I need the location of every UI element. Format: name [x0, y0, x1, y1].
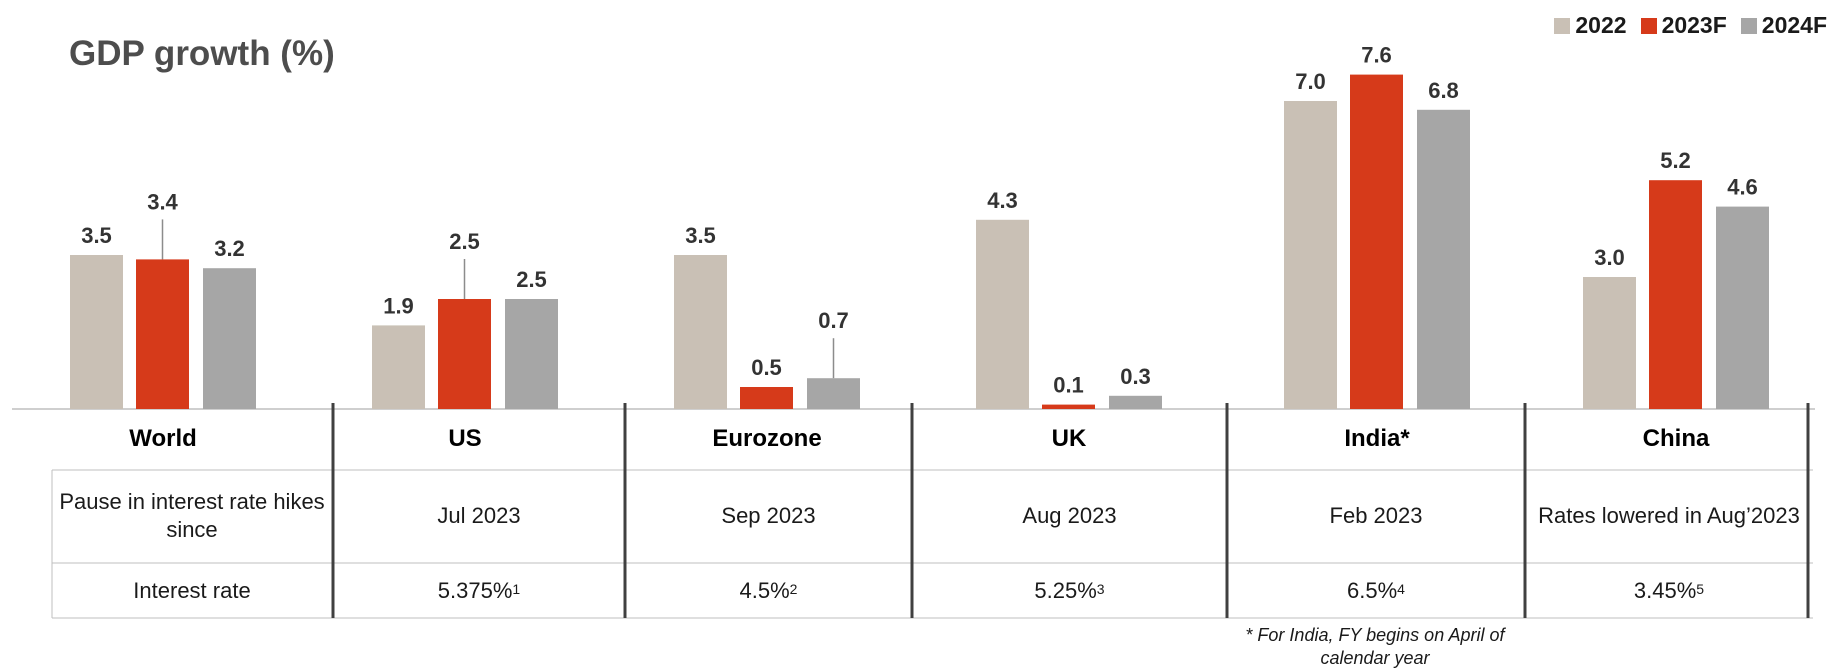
legend-swatch-2024f [1740, 17, 1757, 34]
value-label-world-2022: 3.5 [81, 223, 112, 248]
region-label-india: India* [1344, 425, 1410, 452]
value-label-china-2023f: 5.2 [1660, 148, 1691, 173]
row-label-interest-rate: Interest rate [133, 577, 251, 603]
bar-china-2023f [1649, 180, 1702, 409]
legend: 2022 2023F 2024F [1554, 12, 1827, 39]
bar-uk-2022 [976, 219, 1029, 409]
chart-title: GDP growth (%) [69, 34, 335, 73]
bar-world-2024f [203, 268, 256, 409]
bar-world-2023f [136, 259, 189, 409]
rate-value-china: 3.45% [1633, 577, 1697, 603]
cell-rate-china: 3.45% 5 [1525, 563, 1813, 618]
region-label-china: China [1642, 425, 1710, 452]
rate-note-us: 1 [512, 580, 521, 597]
cell-rate-india: 6.5% 4 [1227, 563, 1525, 618]
bar-eurozone-2024f [807, 378, 860, 409]
bar-india-2024f [1417, 109, 1470, 410]
value-label-india-2024f: 6.8 [1428, 78, 1459, 103]
value-label-world-2023f: 3.4 [147, 189, 178, 214]
value-label-world-2024f: 3.2 [214, 236, 245, 261]
legend-label-2022: 2022 [1575, 12, 1627, 38]
rate-value-us: 5.375% [437, 577, 513, 603]
rate-note-china: 5 [1696, 580, 1705, 597]
value-label-us-2022: 1.9 [383, 293, 414, 318]
rate-note-uk: 3 [1096, 580, 1105, 597]
legend-item-2022: 2022 [1554, 12, 1627, 39]
value-label-uk-2023f: 0.1 [1053, 373, 1084, 398]
legend-label-2023f: 2023F [1661, 12, 1727, 38]
legend-swatch-2023f [1640, 17, 1657, 34]
rate-note-eurozone: 2 [789, 580, 798, 597]
cell-rate-us: 5.375% 1 [333, 563, 625, 618]
value-label-china-2022: 3.0 [1594, 245, 1625, 270]
chart-lines [12, 219, 1815, 619]
value-label-uk-2024f: 0.3 [1120, 364, 1151, 389]
region-label-us: US [448, 425, 482, 452]
bar-us-2022 [372, 325, 425, 409]
value-label-us-2023f: 2.5 [449, 229, 480, 254]
cell-rate-eurozone: 4.5% 2 [625, 563, 912, 618]
value-label-india-2022: 7.0 [1295, 69, 1326, 94]
value-label-eurozone-2022: 3.5 [685, 223, 716, 248]
bar-world-2022 [70, 255, 123, 409]
legend-item-2024f: 2024F [1740, 12, 1827, 39]
bar-eurozone-2023f [740, 387, 793, 409]
cell-pause-us: Jul 2023 [437, 503, 521, 528]
rate-value-eurozone: 4.5% [739, 577, 790, 603]
value-label-india-2023f: 7.6 [1361, 43, 1392, 68]
region-label-eurozone: Eurozone [712, 425, 822, 452]
bar-eurozone-2022 [674, 255, 727, 409]
bar-uk-2024f [1109, 395, 1162, 409]
bar-us-2023f [438, 299, 491, 409]
bar-india-2023f [1350, 74, 1403, 409]
legend-swatch-2022 [1554, 17, 1571, 34]
rate-value-india: 6.5% [1347, 577, 1398, 603]
bar-china-2024f [1716, 206, 1769, 409]
value-label-china-2024f: 4.6 [1727, 175, 1758, 200]
value-label-us-2024f: 2.5 [516, 267, 547, 292]
legend-item-2023f: 2023F [1640, 12, 1727, 39]
region-label-uk: UK [1051, 425, 1087, 452]
chart-bars [70, 74, 1769, 410]
bar-india-2022 [1284, 101, 1337, 409]
cell-rate-uk: 5.25% 3 [912, 563, 1227, 618]
cell-pause-china: Rates lowered in Aug’2023 [1538, 503, 1800, 528]
value-label-eurozone-2024f: 0.7 [818, 308, 849, 333]
value-label-eurozone-2023f: 0.5 [751, 355, 782, 380]
bar-china-2022 [1583, 277, 1636, 409]
rate-value-uk: 5.25% [1034, 577, 1097, 603]
value-label-uk-2022: 4.3 [987, 188, 1018, 213]
cell-pause-india: Feb 2023 [1329, 503, 1423, 528]
bar-uk-2023f [1042, 404, 1095, 409]
legend-label-2024f: 2024F [1761, 12, 1827, 38]
footnote: * For India, FY begins on April of calen… [1245, 625, 1505, 668]
bar-us-2024f [505, 299, 558, 409]
cell-pause-uk: Aug 2023 [1022, 503, 1117, 528]
chart-value-labels: 3.5 3.4 3.2 1.9 2.5 2.5 3.5 0.5 0.7 4.3 0.1 0.3 7.0 7… [81, 43, 1758, 398]
region-label-world: World [129, 425, 197, 452]
rate-note-india: 4 [1397, 580, 1405, 597]
cell-pause-eurozone: Sep 2023 [721, 503, 816, 528]
row-label-pause: Pause in interest rate hikes since [59, 489, 325, 542]
